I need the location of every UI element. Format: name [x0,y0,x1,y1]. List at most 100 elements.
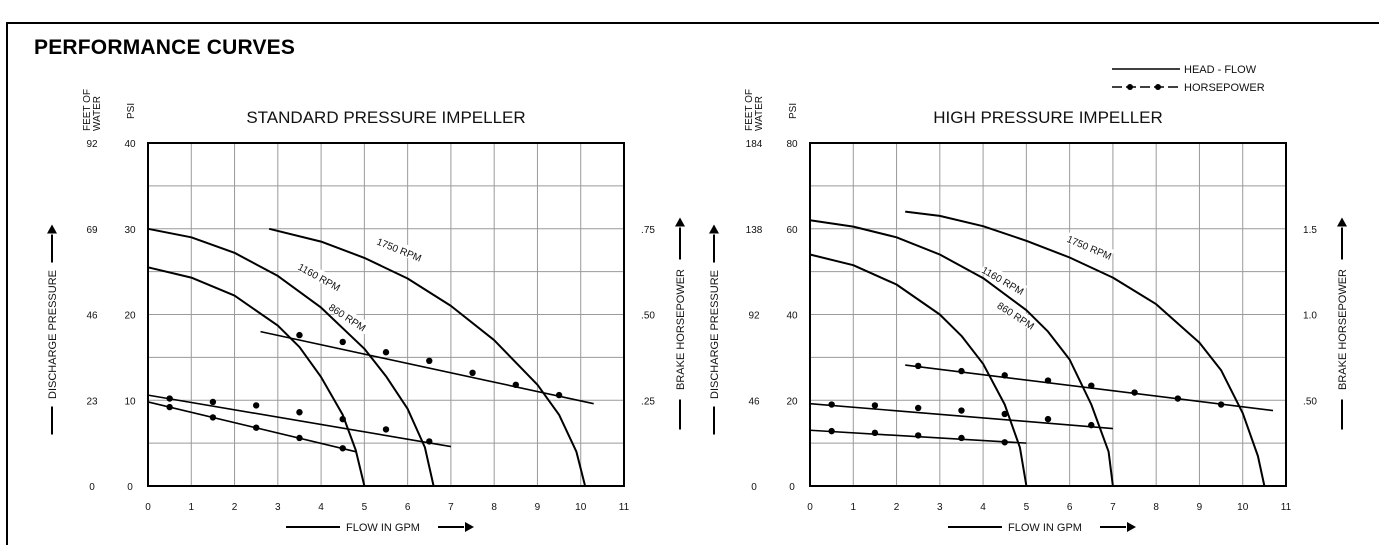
horsepower-point [958,434,965,442]
horsepower-point [426,357,433,365]
chart-title: HIGH PRESSURE IMPELLER [933,108,1163,127]
y-tick-label-psi: 20 [124,311,136,322]
x-axis-label: FLOW IN GPM [1008,522,1082,534]
y-tick-label-feet: 46 [86,311,98,322]
x-tick-label: 5 [1024,502,1030,513]
x-tick-label: 3 [275,502,281,513]
horsepower-line [147,394,452,448]
horsepower-point [1088,382,1095,389]
horsepower-point [1044,415,1052,423]
horsepower-point [871,429,879,437]
curve-label-background [295,258,344,293]
horsepower-line [809,402,1113,430]
x-tick-label: 10 [575,502,587,513]
x-tick-label: 1 [850,502,856,513]
horsepower-point [914,404,922,412]
horsepower-point [296,331,303,339]
horsepower-line [260,330,594,405]
horsepower-point [469,369,476,377]
plot-area-border [147,142,625,487]
horsepower-point [914,362,922,370]
curve-label-background [324,298,372,335]
x-axis-label: FLOW IN GPM [346,522,420,534]
x-tick-label: 6 [405,502,411,513]
y-axis-right-arrow-head [1337,217,1347,227]
legend-horsepower-marker [1155,84,1161,90]
legend-horsepower-label: HORSEPOWER [1184,82,1265,94]
y-tick-label-feet: 0 [89,482,95,493]
x-tick-label: 3 [937,502,943,513]
x-tick-label: 8 [491,502,497,513]
y-tick-label-psi: 0 [127,482,133,493]
y-tick-label-feet: 184 [746,139,763,150]
horsepower-point [1088,421,1095,429]
horsepower-point [166,395,173,402]
y-axis-right-arrow-head [675,217,685,227]
horsepower-point [958,407,965,414]
y-tick-label-psi: 80 [786,139,798,150]
y-axis-left-arrow-head [47,224,57,234]
head-flow-curve [809,219,1114,487]
hp-tick-label: .50 [641,311,655,322]
head-flow-curve [147,266,366,487]
head-flow-curve [905,210,1266,487]
x-tick-label: 2 [232,502,238,513]
y-axis-left-arrow-head [709,224,719,234]
x-tick-label: 0 [145,502,151,513]
horsepower-point [1001,372,1008,379]
horsepower-point [1174,395,1182,402]
chart-title: STANDARD PRESSURE IMPELLER [246,108,525,127]
horsepower-point [339,338,346,346]
hp-tick-label: .25 [641,396,655,407]
page-title: PERFORMANCE CURVES [34,36,296,59]
y-axis-unit-feet-line: FEET OF [82,89,93,131]
y-tick-label-psi: 40 [786,311,798,322]
x-tick-label: 5 [362,502,368,513]
plot-area-border [809,142,1287,487]
hp-tick-label: 1.0 [1303,311,1317,322]
x-axis-arrow-head [1127,522,1136,532]
horsepower-line [147,401,356,453]
horsepower-point [1001,439,1008,446]
x-tick-label: 0 [807,502,813,513]
horsepower-point [166,403,173,411]
horsepower-point [512,381,520,389]
x-tick-label: 6 [1067,502,1073,513]
horsepower-point [382,426,390,433]
horsepower-point [209,414,217,421]
horsepower-point [296,409,303,416]
y-axis-unit-feet-line: WATER [754,96,765,131]
y-tick-label-feet: 69 [86,225,98,236]
head-flow-curve [268,227,587,487]
x-tick-label: 8 [1153,502,1159,513]
y-axis-unit-psi: PSI [788,103,799,119]
horsepower-point [555,391,563,399]
y-tick-label-feet: 46 [748,396,760,407]
x-tick-label: 2 [894,502,900,513]
y-axis-unit-feet-line: FEET OF [744,89,755,131]
y-tick-label-psi: 10 [124,396,136,407]
horsepower-point [871,402,879,409]
horsepower-point [914,432,922,439]
horsepower-point [426,438,433,445]
x-tick-label: 9 [1197,502,1203,513]
head-flow-curve [809,253,1028,487]
horsepower-point [209,398,217,406]
horsepower-point [382,349,390,356]
x-tick-label: 10 [1237,502,1249,513]
x-tick-label: 11 [1281,502,1292,513]
chart-panel-2: HIGH PRESSURE IMPELLER 0 1 2 3 4 5 6 7 8 9 10 11 FLOW… [709,89,1349,534]
y-tick-label-psi: 20 [786,396,798,407]
chart-legend: HEAD - FLOW HORSEPOWER [1112,64,1265,94]
horsepower-point [296,434,303,442]
x-tick-label: 7 [448,502,454,513]
curve-label-background [993,296,1041,333]
y-tick-label-feet: 23 [86,396,98,407]
hp-tick-label: .75 [641,225,655,236]
y-axis-label-left: DISCHARGE PRESSURE [709,270,721,399]
x-tick-label: 1 [188,502,194,513]
horsepower-point [958,367,965,375]
horsepower-point [339,445,346,452]
y-axis-label-right: BRAKE HORSEPOWER [1337,269,1349,390]
